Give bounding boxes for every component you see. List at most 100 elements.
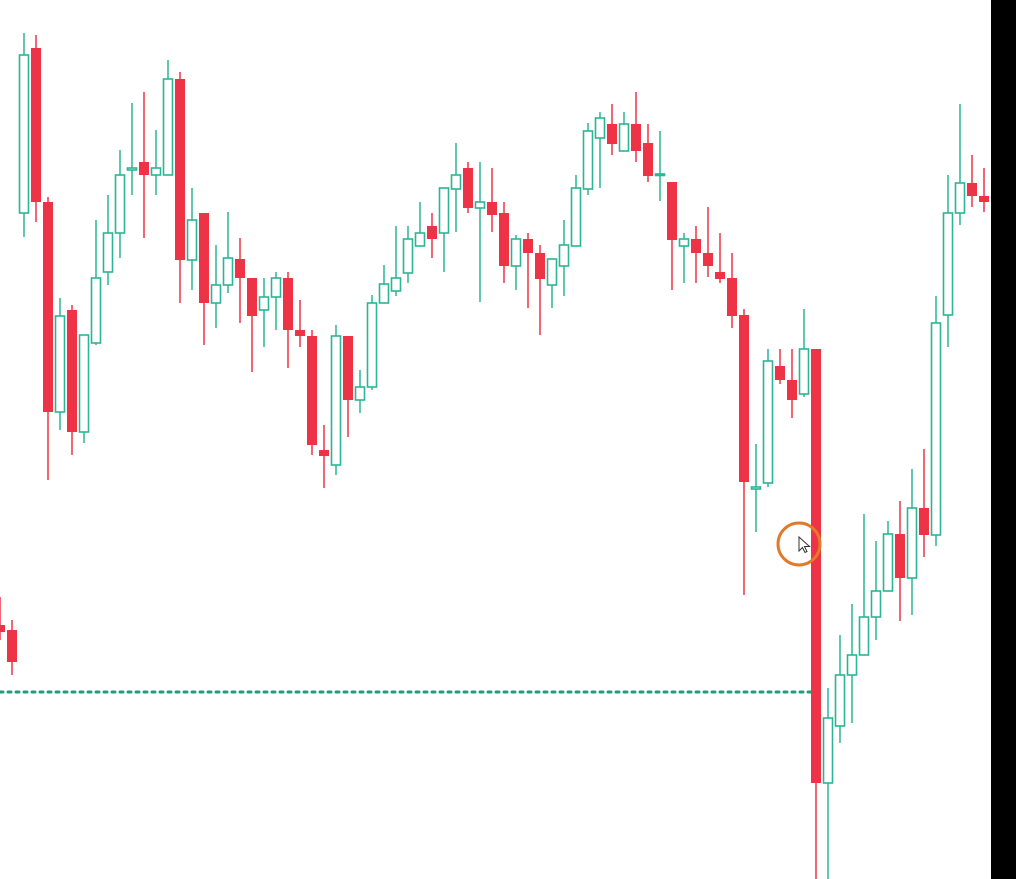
candle-up (414, 202, 426, 247)
cursor-highlight-ring (776, 521, 822, 567)
candle-body (594, 117, 606, 139)
candle-body (210, 284, 222, 304)
candle-up (90, 220, 102, 345)
candle-down (715, 233, 725, 283)
candle-body (919, 508, 929, 535)
candle-body (582, 130, 594, 190)
candle-down (607, 104, 617, 155)
candle-down (235, 238, 245, 323)
candle-body (762, 360, 774, 484)
candle-body (235, 259, 245, 278)
candle-body (438, 187, 450, 234)
candle-down (643, 124, 653, 182)
candle-body (715, 272, 725, 279)
candle-body (90, 277, 102, 344)
candle-body (570, 187, 582, 247)
candle-down (67, 305, 77, 455)
candle-up (594, 112, 606, 188)
candle-down (43, 197, 53, 480)
candle-up (762, 349, 774, 487)
candle-body (558, 244, 570, 267)
candle-body (31, 48, 41, 202)
candle-body (703, 253, 713, 266)
candle-down (979, 168, 989, 212)
candle-body (618, 123, 630, 152)
candle-up (822, 688, 834, 879)
candle-down (295, 300, 305, 347)
candle-body (186, 219, 198, 261)
candle-body (787, 380, 797, 400)
candle-body (150, 167, 162, 176)
candle-body (258, 296, 270, 311)
mouse-pointer-icon (798, 535, 811, 554)
candle-down (427, 213, 437, 258)
candle-body (450, 174, 462, 190)
candle-body (222, 257, 234, 286)
candle-up (558, 220, 570, 296)
candle-up (222, 212, 234, 293)
candle-body (343, 336, 353, 400)
candle-body (535, 253, 545, 279)
candle-body (643, 143, 653, 176)
candle-up (162, 60, 174, 176)
candle-body (870, 590, 882, 618)
candle-down (343, 336, 353, 437)
candle-body (822, 717, 834, 784)
candle-body (270, 277, 282, 298)
candle-up (618, 112, 630, 152)
candle-body (295, 330, 305, 336)
candle-up (750, 444, 762, 532)
candle-up (402, 226, 414, 283)
candle-down (7, 620, 17, 675)
candlestick-chart[interactable] (0, 0, 991, 879)
candle-body (126, 167, 138, 171)
candle-body (798, 348, 810, 395)
candle-down (319, 425, 329, 488)
candle-body (930, 322, 942, 536)
candle-up (474, 162, 486, 302)
candle-body (474, 201, 486, 209)
candle-body (727, 278, 737, 316)
candle-body (607, 124, 617, 144)
candle-up (366, 295, 378, 390)
candle-body (510, 238, 522, 267)
candle-body (102, 232, 114, 273)
candle-body (979, 196, 989, 202)
candle-body (43, 202, 53, 412)
candle-body (199, 213, 209, 303)
candle-down (919, 449, 929, 557)
candle-body (283, 278, 293, 330)
candle-down (667, 182, 677, 290)
candle-body (378, 283, 390, 304)
candle-body (858, 616, 870, 656)
candle-body (811, 349, 821, 783)
candle-down (283, 272, 293, 368)
candle-body (895, 534, 905, 578)
candle-body (954, 182, 966, 214)
candle-body (78, 334, 90, 433)
candle-down (487, 168, 497, 232)
candle-down (499, 202, 509, 283)
candle-down (247, 278, 257, 372)
candle-down (775, 349, 785, 384)
candle-body (319, 450, 329, 456)
candle-body (906, 507, 918, 579)
candle-down (0, 597, 5, 640)
candle-down (631, 92, 641, 162)
candle-body (0, 625, 5, 632)
candle-down (895, 501, 905, 621)
candle-up (186, 188, 198, 290)
candle-body (967, 183, 977, 196)
candle-down (727, 253, 737, 328)
candle-up (18, 33, 30, 237)
candle-body (546, 258, 558, 286)
candle-body (307, 336, 317, 445)
candle-down (811, 349, 821, 879)
candle-body (354, 386, 366, 401)
candle-body (366, 302, 378, 388)
candle-body (114, 174, 126, 234)
candle-body (739, 315, 749, 482)
candle-body (18, 54, 30, 214)
candle-body (175, 79, 185, 260)
candle-body (846, 654, 858, 676)
